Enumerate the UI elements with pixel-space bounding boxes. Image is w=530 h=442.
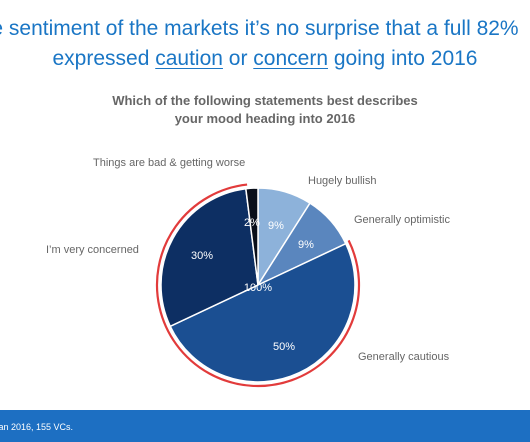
slice-value-label: 50% [273,341,295,353]
pie-slice-3 [169,242,356,383]
highlight-arc [155,183,361,388]
slice-category-label: I’m very concerned [46,244,139,256]
headline-caution: caution [155,47,223,70]
headline-line-2: expressed caution or concern going into … [0,44,530,74]
headline-line-1: e sentiment of the markets it’s no surpr… [0,17,519,40]
footer-bar: ey Jan 2016, 155 VCs. [0,410,530,442]
slice-value-label: 9% [268,220,284,232]
headline: e sentiment of the markets it’s no surpr… [0,14,530,74]
slice-category-label: Hugely bullish [308,175,376,187]
slice-category-label: Things are bad & getting worse [93,157,245,169]
headline-suffix: going into 2016 [328,47,478,70]
slice-value-label: 9% [298,239,314,251]
chart-title-line-2: your mood heading into 2016 [174,111,356,126]
headline-concern: concern [253,47,329,70]
headline-prefix: expressed [52,47,156,70]
pie-slice-4 [160,187,259,328]
headline-mid: or [222,47,254,70]
slice-value-label: 2% [244,217,260,229]
pie-chart: 9% 9% 50% 30% 2% 100% Hugely bullish Generally … [46,157,450,388]
footer-source: ey Jan 2016, 155 VCs. [0,422,74,432]
slice-category-label: Generally optimistic [354,214,450,226]
slice-category-label: Generally cautious [358,351,450,363]
slice-value-label: 30% [191,250,213,262]
chart-title-line-1: Which of the following statements best d… [112,93,418,108]
chart-title: Which of the following statements best d… [0,92,530,128]
center-total-label: 100% [244,282,272,294]
pie-slice-5 [245,187,259,286]
